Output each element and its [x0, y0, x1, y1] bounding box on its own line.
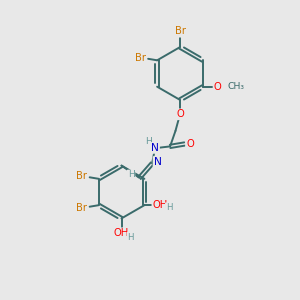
Text: O: O — [176, 109, 184, 119]
Text: N: N — [154, 157, 161, 167]
Text: Br: Br — [175, 26, 185, 37]
Text: CH₃: CH₃ — [228, 82, 245, 91]
Text: H: H — [145, 137, 152, 146]
Text: Br: Br — [76, 202, 87, 213]
Text: N: N — [151, 143, 159, 153]
Text: H: H — [128, 170, 134, 179]
Text: OH: OH — [114, 228, 129, 239]
Text: H: H — [127, 232, 134, 242]
Text: Br: Br — [135, 53, 146, 63]
Text: H: H — [166, 203, 172, 212]
Text: O: O — [214, 82, 222, 92]
Text: O: O — [186, 139, 194, 149]
Text: Br: Br — [76, 171, 87, 182]
Text: OH: OH — [152, 200, 168, 210]
